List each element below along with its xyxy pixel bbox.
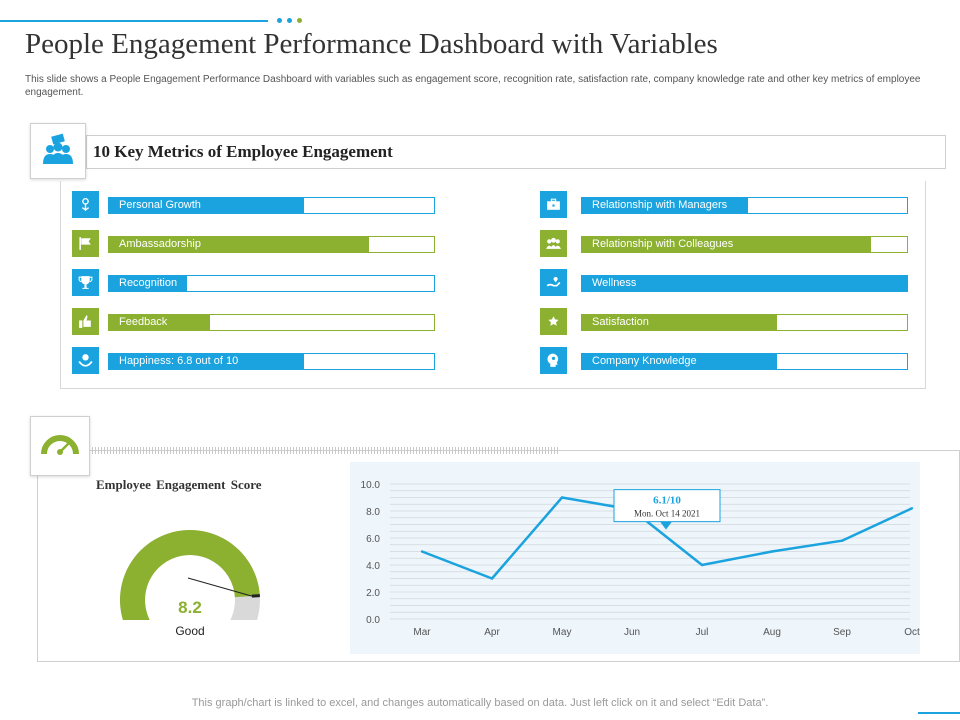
data-point [560,496,564,499]
x-tick-label: Sep [833,627,851,638]
accent-dot [287,18,292,23]
tooltip-pointer [660,521,672,530]
briefcase-icon [540,191,567,218]
gauge-needle-tip [187,577,253,597]
x-tick-label: Jul [696,627,709,638]
x-tick-label: Aug [763,627,781,638]
bottom-accent-line [918,712,960,714]
footer-note: This graph/chart is linked to excel, and… [191,697,769,709]
metric-label: Relationship with Colleagues [592,238,734,250]
x-tick-label: Jun [624,627,640,638]
y-tick-label: 8.0 [366,507,380,518]
score-gauge[interactable] [110,500,270,620]
x-tick-label: Oct [904,627,920,638]
gauge-fill [120,530,260,620]
x-tick-label: May [553,627,572,638]
y-tick-label: 10.0 [361,480,381,491]
metric-bar-ambassadorship[interactable]: Ambassadorship [108,236,435,253]
metrics-header [86,135,946,169]
team-icon [43,133,73,164]
speedometer-icon [41,435,79,455]
score-icon-box [30,416,90,476]
metric-label: Feedback [119,316,168,328]
wellness-icon [540,269,567,296]
series-line [421,496,913,580]
metric-label: Happiness: 6.8 out of 10 [119,355,239,367]
metric-label: Company Knowledge [592,355,697,367]
metric-label: Ambassadorship [119,238,201,250]
x-tick-label: Mar [413,627,431,638]
metric-bar-feedback[interactable]: Feedback [108,314,435,331]
metric-label: Relationship with Managers [592,199,728,211]
flag-icon [72,230,99,257]
metric-label: Wellness [592,277,637,289]
trophy-icon [72,269,99,296]
metric-bar-personal-growth[interactable]: Personal Growth [108,197,435,214]
y-tick-label: 2.0 [366,588,380,599]
colleagues-icon [540,230,567,257]
data-point [700,563,704,567]
knowledge-icon [540,347,567,374]
happiness-icon [72,347,99,374]
data-point [420,550,424,553]
score-value: 8.2 [178,598,202,617]
slide-title: People Engagement Performance Dashboard … [25,28,718,60]
y-tick-label: 0.0 [366,615,380,626]
data-point [770,550,774,553]
top-accent-line [0,20,268,22]
slide-subtitle: This slide shows a People Engagement Per… [25,74,921,98]
tooltip-date: Mon. Oct 14 2021 [634,509,700,519]
metric-bar-recognition[interactable]: Recognition [108,275,435,292]
data-point [840,539,844,542]
score-title: Employee Engagement Score [96,477,262,492]
metrics-panel [60,181,926,389]
hatch-divider [92,447,560,454]
x-tick-label: Apr [484,627,500,638]
metric-bar-company-knowledge[interactable]: Company Knowledge [581,353,908,370]
data-point [910,507,914,510]
metric-label: Recognition [119,277,178,289]
score-label: Good [175,624,205,638]
metric-bar-wellness[interactable]: Wellness [581,275,908,292]
growth-icon [72,191,99,218]
engagement-line-chart[interactable]: 0.0 2.0 4.0 6.0 8.0 10.0 Mar Apr May Jun Jul Aug Sep… [350,462,920,654]
feedback-icon [72,308,99,335]
accent-dot [297,18,302,23]
y-tick-label: 6.0 [366,534,380,545]
metric-label: Satisfaction [592,316,649,328]
gauge-needle [251,594,260,598]
metrics-title: 10 Key Metrics of Employee Engagement [93,142,393,161]
data-point [490,577,494,580]
metric-bar-happiness[interactable]: Happiness: 6.8 out of 10 [108,353,435,370]
metrics-icon-box [30,123,86,179]
accent-dot [277,18,282,23]
metric-label: Personal Growth [119,199,201,211]
satisfaction-icon [540,308,567,335]
metric-bar-relationship-colleagues[interactable]: Relationship with Colleagues [581,236,908,253]
tooltip-value: 6.1/10 [653,495,681,507]
y-tick-label: 4.0 [366,561,380,572]
metric-bar-relationship-managers[interactable]: Relationship with Managers [581,197,908,214]
metric-bar-satisfaction[interactable]: Satisfaction [581,314,908,331]
